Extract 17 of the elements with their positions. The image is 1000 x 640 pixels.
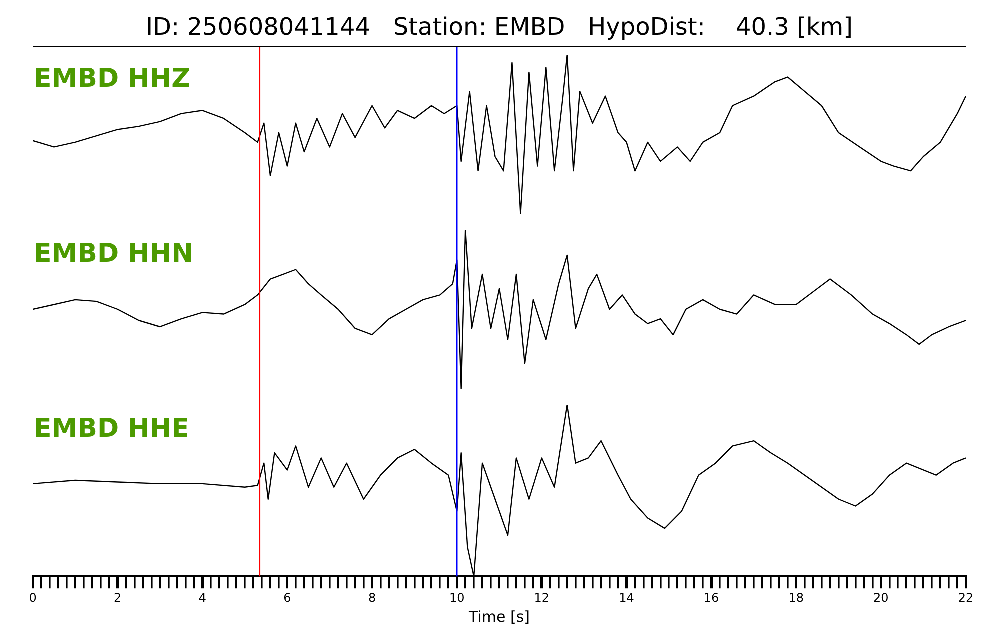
annotation: EMBD HHE — [34, 414, 190, 444]
x-tick-label: 10 — [449, 590, 465, 605]
x-tick-label: 2 — [114, 590, 122, 605]
x-tick-label: 12 — [534, 590, 550, 605]
x-tick-label: 0 — [29, 590, 37, 605]
x-tick-label: 14 — [619, 590, 634, 605]
x-tick-label: 16 — [704, 590, 720, 605]
x-tick-label: 4 — [198, 590, 206, 605]
x-axis-title: Time [s] — [468, 608, 530, 626]
annotation: EMBD HHN — [34, 238, 194, 269]
x-tick-label: 20 — [874, 590, 889, 605]
x-tick-label: 18 — [788, 590, 804, 605]
annotation: EMBD HHZ — [34, 64, 190, 94]
x-tick-label: 8 — [368, 590, 376, 605]
chart-title: ID: 250608041144 Station: EMBD HypoDist: 40.3 [km] — [33, 8, 966, 47]
x-tick-label: 6 — [284, 590, 292, 605]
x-tick-label: 22 — [958, 590, 974, 605]
